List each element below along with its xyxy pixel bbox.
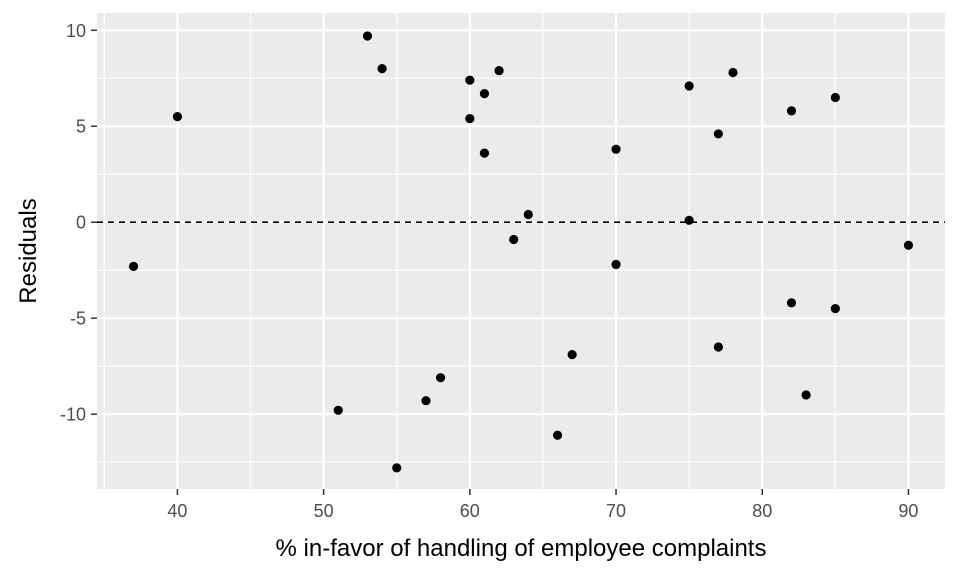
major-gridlines bbox=[97, 13, 945, 489]
data-point bbox=[421, 396, 431, 406]
data-point bbox=[494, 65, 504, 76]
data-point bbox=[362, 31, 373, 41]
y-tick-label: -5 bbox=[70, 309, 86, 329]
data-point bbox=[713, 342, 723, 352]
data-point bbox=[801, 390, 811, 400]
x-tick-label: 80 bbox=[752, 501, 772, 521]
y-tick-label: -10 bbox=[60, 405, 86, 425]
data-point bbox=[684, 215, 694, 225]
data-point bbox=[552, 430, 563, 440]
y-tick-label: 0 bbox=[76, 213, 86, 233]
data-point bbox=[786, 106, 797, 116]
y-axis-ticks: -10 -5 0 5 10 bbox=[60, 21, 97, 425]
plot-panel bbox=[97, 13, 945, 489]
data-point bbox=[128, 261, 139, 271]
x-tick-label: 40 bbox=[167, 501, 187, 521]
data-point bbox=[509, 234, 519, 245]
x-tick-label: 90 bbox=[898, 501, 918, 521]
data-point bbox=[465, 75, 475, 85]
data-point bbox=[611, 259, 621, 270]
data-point bbox=[903, 240, 914, 250]
data-point bbox=[377, 64, 387, 74]
data-point bbox=[611, 144, 621, 154]
data-point bbox=[786, 298, 797, 308]
data-point bbox=[465, 113, 475, 124]
x-axis-ticks: 40 50 60 70 80 90 bbox=[167, 489, 918, 521]
data-point bbox=[567, 350, 577, 360]
data-point bbox=[435, 373, 446, 383]
x-tick-label: 70 bbox=[606, 501, 626, 521]
data-point bbox=[684, 81, 694, 91]
y-tick-label: 5 bbox=[76, 117, 86, 137]
data-point bbox=[713, 129, 723, 139]
data-point bbox=[728, 67, 738, 78]
data-point bbox=[479, 89, 490, 99]
data-point bbox=[172, 112, 183, 122]
data-point bbox=[479, 148, 490, 158]
data-point bbox=[523, 209, 533, 220]
minor-gridlines bbox=[97, 13, 945, 489]
y-axis-title: Residuals bbox=[15, 198, 42, 303]
data-point bbox=[830, 92, 840, 103]
data-point bbox=[333, 405, 343, 415]
y-tick-label: 10 bbox=[66, 21, 86, 41]
x-tick-label: 50 bbox=[314, 501, 334, 521]
data-points bbox=[128, 31, 914, 473]
x-axis-title: % in-favor of handling of employee compl… bbox=[276, 535, 767, 562]
x-tick-label: 60 bbox=[460, 501, 480, 521]
data-point bbox=[830, 303, 840, 314]
data-point bbox=[392, 463, 402, 473]
